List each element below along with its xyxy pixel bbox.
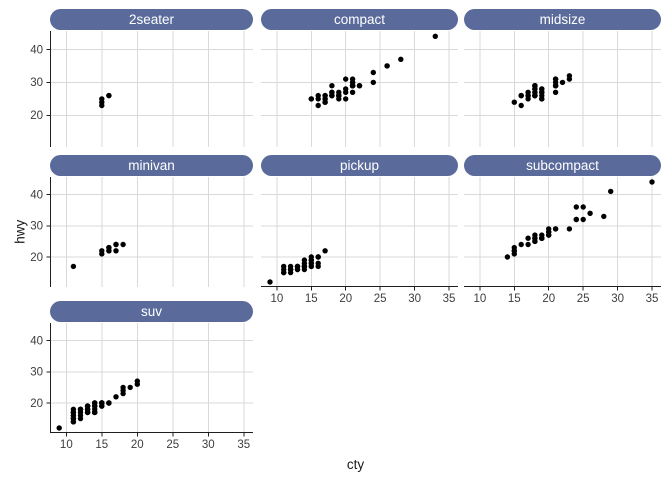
svg-text:30: 30 (30, 77, 43, 89)
svg-text:20: 20 (30, 252, 43, 264)
svg-text:35: 35 (646, 293, 659, 305)
svg-text:20: 20 (30, 398, 43, 410)
facet-panel: 20 30 40 (30, 177, 253, 287)
svg-text:15: 15 (305, 293, 318, 305)
facet-panel (464, 31, 661, 147)
facet-strip: suv (50, 301, 253, 322)
facet-panel: 20 30 40 (30, 31, 253, 147)
facet-strip: subcompact (464, 155, 661, 176)
svg-text:20: 20 (339, 293, 352, 305)
facet-panel: 20 30 40 10 15 20 25 30 35 (30, 323, 253, 451)
facet-cell-2seater: 2seater 20 30 40 (30, 9, 253, 147)
svg-text:20: 20 (131, 439, 144, 451)
svg-text:10: 10 (473, 293, 486, 305)
svg-text:25: 25 (374, 293, 387, 305)
facet-cell-minivan: minivan 20 30 40 (30, 155, 253, 287)
svg-text:20: 20 (542, 293, 555, 305)
facet-panel: 10 15 20 25 30 35 (261, 177, 458, 305)
svg-text:15: 15 (95, 439, 108, 451)
facet-strip: compact (261, 9, 458, 30)
svg-text:40: 40 (30, 335, 43, 347)
facet-cell-subcompact: subcompact 10 15 20 25 30 35 (464, 155, 661, 305)
svg-text:30: 30 (408, 293, 421, 305)
facet-strip: minivan (50, 155, 253, 176)
facet-cell-compact: compact (261, 9, 458, 147)
svg-text:10: 10 (60, 439, 73, 451)
svg-text:10: 10 (270, 293, 283, 305)
y-axis-title: hwy (12, 219, 28, 245)
svg-text:35: 35 (237, 439, 250, 451)
svg-text:40: 40 (30, 44, 43, 56)
facet-cell-suv: suv 20 30 40 10 15 20 25 30 35 (30, 301, 253, 451)
svg-text:15: 15 (508, 293, 521, 305)
svg-text:30: 30 (30, 221, 43, 233)
facet-strip: 2seater (50, 9, 253, 30)
svg-text:20: 20 (30, 110, 43, 122)
svg-text:35: 35 (443, 293, 456, 305)
facet-strip: pickup (261, 155, 458, 176)
svg-text:25: 25 (577, 293, 590, 305)
facet-cell-midsize: midsize (464, 9, 661, 147)
facet-strip: midsize (464, 9, 661, 30)
svg-text:30: 30 (202, 439, 215, 451)
svg-text:30: 30 (30, 367, 43, 379)
svg-text:40: 40 (30, 189, 43, 201)
facet-panel: 10 15 20 25 30 35 (464, 177, 661, 305)
x-axis-title: cty (346, 457, 365, 472)
facet-panel (261, 31, 458, 147)
facet-cell-pickup: pickup 10 15 20 25 30 35 (261, 155, 458, 305)
svg-text:30: 30 (611, 293, 624, 305)
svg-text:25: 25 (166, 439, 179, 451)
